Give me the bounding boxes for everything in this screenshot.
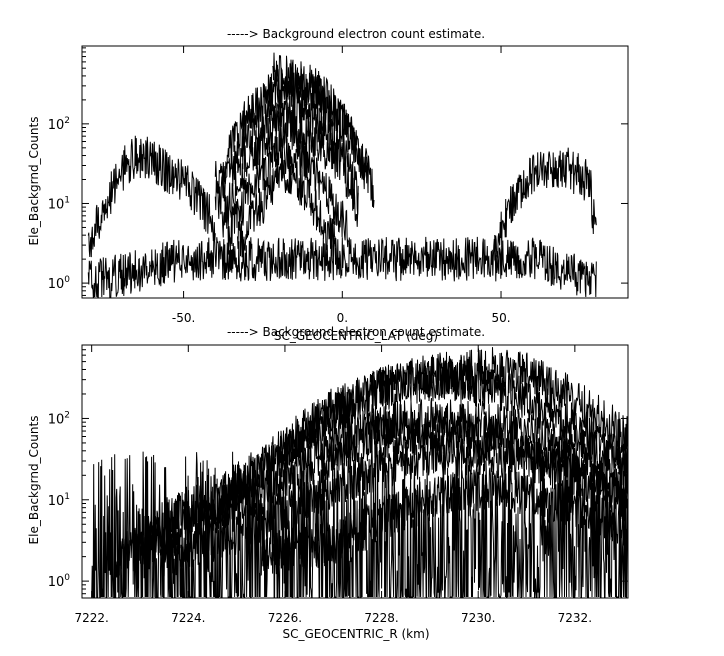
- y-tick-label: 101: [48, 195, 70, 212]
- x-tick-label: 7224.: [171, 611, 205, 625]
- series-line: [494, 147, 597, 262]
- x-tick-label: 0.: [337, 311, 348, 325]
- chart-panel-r: -----> Background electron count estimat…: [27, 325, 629, 641]
- x-tick-label: -50.: [172, 311, 195, 325]
- series-line: [227, 130, 350, 255]
- series-line: [91, 451, 629, 598]
- x-tick-label: 7222.: [74, 611, 108, 625]
- y-axis-label: Ele_Backgrnd_Counts: [27, 416, 41, 545]
- y-tick-label: 100: [48, 275, 71, 292]
- series-line: [212, 357, 629, 540]
- series-line: [87, 236, 597, 298]
- x-tick-label: 7226.: [268, 611, 302, 625]
- x-axis-label: SC_GEOCENTRIC_R (km): [283, 627, 430, 641]
- chart-title: -----> Background electron count estimat…: [227, 27, 485, 41]
- y-tick-label: 102: [48, 116, 70, 133]
- series-line: [163, 431, 629, 577]
- x-tick-label: 7232.: [558, 611, 592, 625]
- series-line: [139, 398, 629, 564]
- series-line: [221, 107, 359, 238]
- y-axis-label: Ele_Backgrnd_Counts: [27, 117, 41, 246]
- x-tick-label: 50.: [491, 311, 510, 325]
- y-tick-label: 101: [48, 492, 70, 509]
- x-tick-label: 7228.: [364, 611, 398, 625]
- x-axis-label: SC_GEOCENTRIC_LAT (deg): [274, 329, 438, 343]
- series-line: [237, 151, 337, 265]
- y-tick-label: 100: [48, 573, 71, 590]
- plot-frame: [81, 344, 629, 599]
- chart-panel-lat: -----> Background electron count estimat…: [27, 27, 629, 343]
- plot-frame: [81, 45, 629, 299]
- y-tick-label: 102: [48, 410, 70, 427]
- series-line: [87, 135, 216, 258]
- x-tick-label: 7230.: [461, 611, 495, 625]
- chart-title: -----> Background electron count estimat…: [227, 325, 485, 339]
